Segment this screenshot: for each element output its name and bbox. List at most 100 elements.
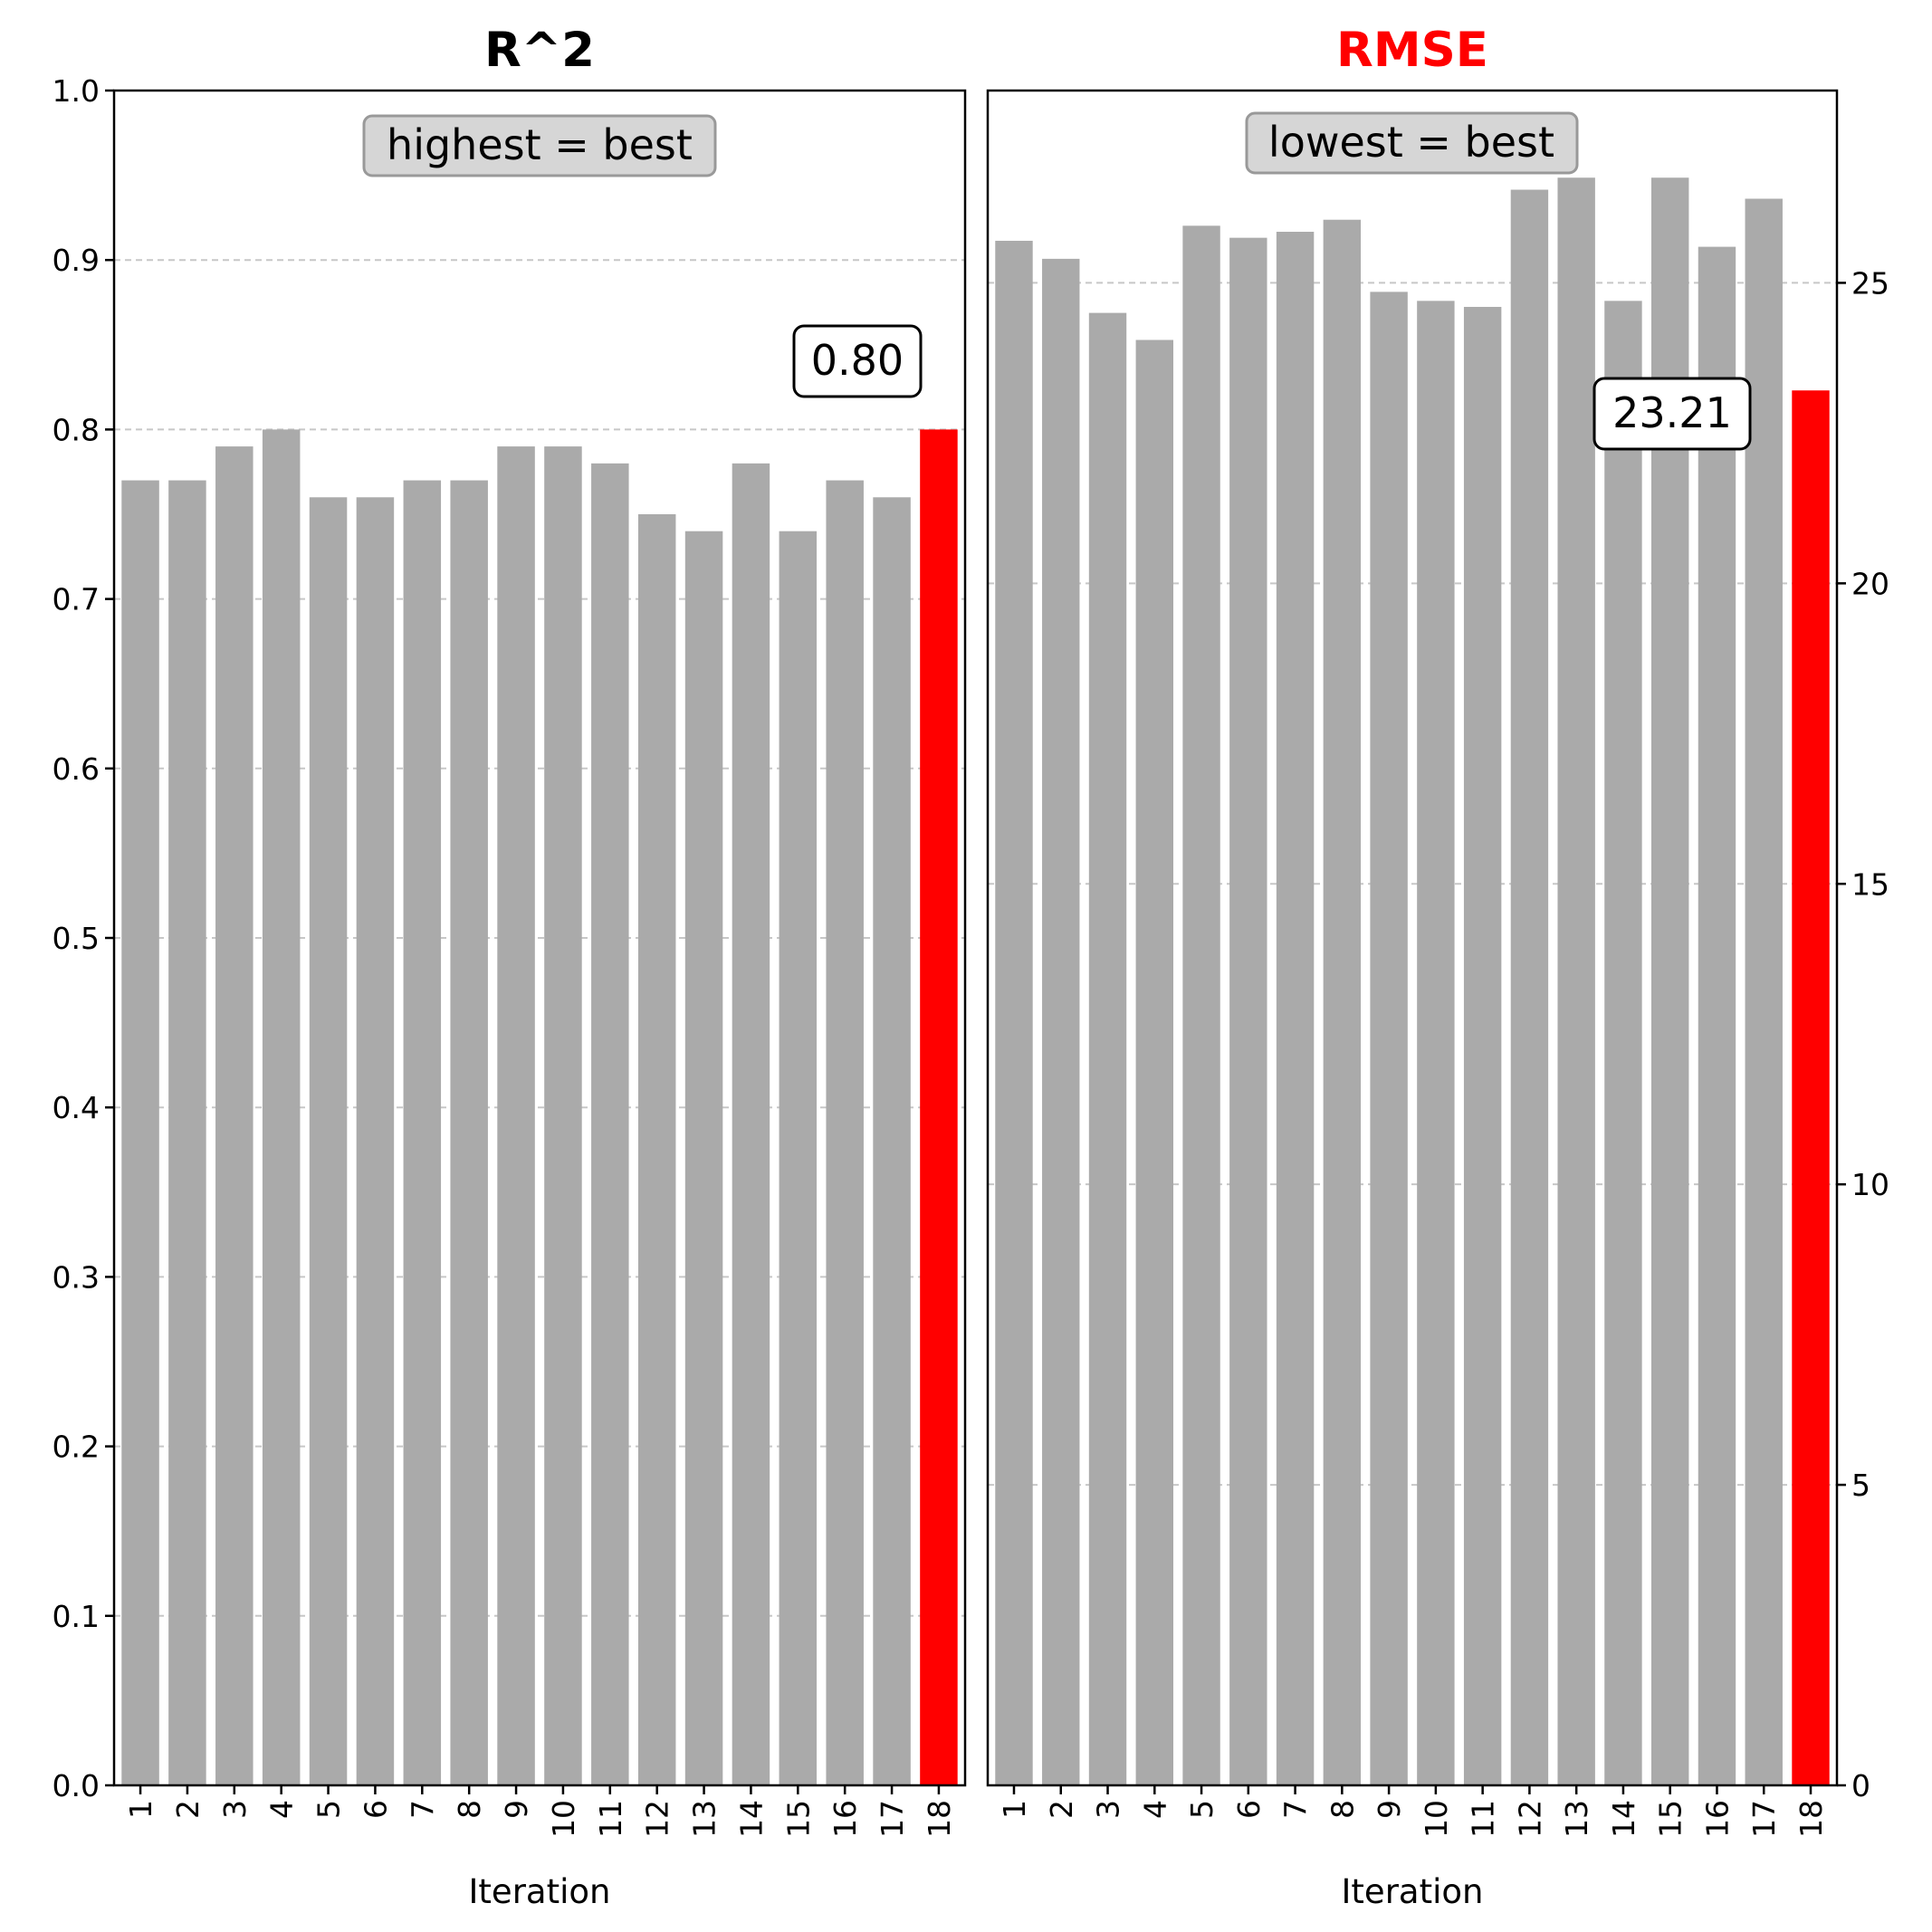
rmse-bar bbox=[1745, 198, 1783, 1785]
rmse-annotation-box bbox=[1245, 111, 1579, 175]
r2-bar bbox=[732, 463, 770, 1786]
r2-x-tick-label: 16 bbox=[827, 1800, 863, 1838]
r2-y-tick-label: 0.1 bbox=[53, 1599, 100, 1634]
r2-bar bbox=[779, 531, 818, 1785]
r2-annotation: highest = best bbox=[387, 120, 693, 169]
rmse-bar bbox=[1463, 306, 1502, 1785]
rmse-x-tick-label: 8 bbox=[1325, 1800, 1360, 1819]
rmse-bar bbox=[1042, 258, 1080, 1786]
r2-x-tick-label: 4 bbox=[264, 1800, 300, 1819]
r2-x-tick-label: 14 bbox=[733, 1800, 769, 1838]
r2-y-tick-label: 0.7 bbox=[53, 582, 100, 617]
rmse-x-tick-label: 1 bbox=[997, 1800, 1032, 1819]
rmse-bar bbox=[1323, 219, 1362, 1786]
r2-x-tick-label: 12 bbox=[640, 1800, 675, 1838]
r2-x-tick-label: 3 bbox=[217, 1800, 253, 1819]
rmse-bar bbox=[1417, 301, 1455, 1785]
r2-y-tick-label: 0.5 bbox=[53, 921, 100, 956]
rmse-y-tick-label: 10 bbox=[1851, 1167, 1889, 1202]
rmse-x-tick-label: 16 bbox=[1699, 1800, 1735, 1838]
r2-y-tick-label: 0.2 bbox=[53, 1430, 100, 1465]
rmse-x-axis-label: Iteration bbox=[1342, 1872, 1484, 1911]
r2-x-axis-label: Iteration bbox=[469, 1872, 611, 1911]
r2-bar bbox=[215, 446, 253, 1785]
rmse-x-tick-label: 7 bbox=[1278, 1800, 1314, 1819]
rmse-bar bbox=[1088, 312, 1127, 1785]
r2-x-tick-label: 7 bbox=[405, 1800, 440, 1819]
rmse-bar bbox=[1229, 237, 1267, 1785]
r2-x-tick-label: 11 bbox=[593, 1800, 628, 1838]
rmse-bar bbox=[1557, 177, 1595, 1785]
r2-y-tick-label: 0.0 bbox=[53, 1768, 100, 1803]
rmse-x-tick-label: 11 bbox=[1466, 1800, 1501, 1838]
rmse-x-tick-label: 10 bbox=[1419, 1800, 1454, 1838]
r2-x-tick-label: 5 bbox=[311, 1800, 347, 1819]
rmse-gridlines bbox=[988, 282, 1837, 1487]
r2-x-tick-label: 17 bbox=[875, 1800, 910, 1838]
rmse-plot-frame bbox=[986, 89, 1839, 1787]
rmse-x-tick-label: 17 bbox=[1746, 1800, 1782, 1838]
r2-bar bbox=[262, 429, 301, 1785]
r2-x-tick-label: 1 bbox=[123, 1800, 158, 1819]
r2-x-tick-label: 10 bbox=[546, 1800, 581, 1838]
rmse-x-tick-label: 3 bbox=[1091, 1800, 1126, 1819]
rmse-bar bbox=[1792, 390, 1830, 1785]
r2-bar bbox=[403, 480, 442, 1785]
rmse-bar bbox=[1182, 225, 1220, 1786]
rmse-x-tick-label: 2 bbox=[1044, 1800, 1079, 1819]
rmse-x-tick-label: 18 bbox=[1793, 1800, 1829, 1838]
rmse-y-tick-label: 15 bbox=[1851, 866, 1889, 902]
r2-bar bbox=[356, 497, 395, 1785]
rmse-x-tick-label: 14 bbox=[1606, 1800, 1641, 1838]
r2-bars bbox=[121, 429, 958, 1786]
rmse-x-tick-label: 9 bbox=[1372, 1800, 1407, 1819]
r2-x-ticks: 1 2 3 4 5 6 7 8 9 10 11 12 13 14 15 16 17 18 bbox=[123, 1785, 957, 1838]
r2-bar bbox=[591, 463, 629, 1786]
rmse-bar bbox=[1370, 292, 1408, 1786]
r2-bar bbox=[920, 429, 958, 1785]
r2-bar bbox=[497, 446, 535, 1785]
r2-bar bbox=[544, 446, 582, 1785]
r2-bar bbox=[309, 497, 348, 1785]
rmse-bar bbox=[1135, 340, 1173, 1785]
r2-bar bbox=[121, 480, 159, 1785]
rmse-y-tick-label: 20 bbox=[1851, 566, 1889, 601]
rmse-x-tick-label: 13 bbox=[1559, 1800, 1594, 1838]
r2-value-label-box bbox=[792, 324, 923, 398]
rmse-bar bbox=[1510, 189, 1549, 1785]
rmse-bar bbox=[1276, 232, 1315, 1785]
rmse-y-tick-label: 25 bbox=[1851, 265, 1889, 301]
r2-x-tick-label: 2 bbox=[170, 1800, 206, 1819]
r2-x-tick-label: 9 bbox=[499, 1800, 534, 1819]
r2-x-tick-label: 13 bbox=[687, 1800, 722, 1838]
r2-bar bbox=[684, 531, 723, 1785]
r2-gridlines bbox=[114, 259, 965, 1617]
r2-x-tick-label: 18 bbox=[922, 1800, 957, 1838]
r2-title: R^2 bbox=[484, 23, 595, 78]
r2-bar bbox=[873, 497, 911, 1785]
rmse-y-tick-label: 5 bbox=[1851, 1468, 1870, 1503]
rmse-value-label: 23.21 bbox=[1612, 388, 1732, 437]
rmse-bar bbox=[1604, 301, 1642, 1785]
rmse-x-ticks: 1 2 3 4 5 6 7 8 9 10 11 12 13 14 15 16 17 18 bbox=[997, 1785, 1829, 1838]
rmse-bar bbox=[995, 240, 1033, 1785]
rmse-x-tick-label: 6 bbox=[1231, 1800, 1267, 1819]
r2-value-label: 0.80 bbox=[811, 336, 904, 385]
rmse-y-tick-label: 0 bbox=[1851, 1768, 1870, 1803]
r2-x-tick-label: 15 bbox=[780, 1800, 816, 1838]
rmse-x-tick-label: 5 bbox=[1184, 1800, 1219, 1819]
rmse-value-label-box bbox=[1592, 377, 1752, 451]
rmse-x-tick-label: 12 bbox=[1512, 1800, 1547, 1838]
rmse-x-tick-label: 15 bbox=[1653, 1800, 1688, 1838]
r2-bar bbox=[826, 480, 864, 1785]
r2-annotation-box bbox=[362, 114, 717, 177]
r2-y-ticks: 0.0 0.1 0.2 0.3 0.4 0.5 0.6 0.7 0.8 0.9 1.0 bbox=[53, 73, 114, 1803]
rmse-y-ticks: 0 5 10 15 20 25 bbox=[1837, 265, 1889, 1803]
r2-y-tick-label: 0.8 bbox=[53, 412, 100, 447]
r2-bar bbox=[637, 514, 676, 1785]
r2-y-tick-label: 0.3 bbox=[53, 1259, 100, 1295]
r2-bar bbox=[168, 480, 206, 1785]
